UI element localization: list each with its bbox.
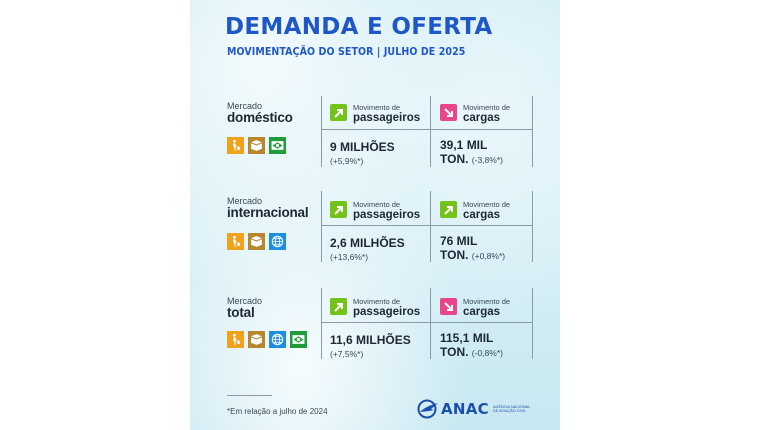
cargo-big-label: cargas (463, 112, 501, 124)
person-luggage-icon (227, 233, 244, 250)
cargo-boxes-icon (248, 137, 265, 154)
cargo-amount-line1: 115,1 MIL (440, 331, 494, 345)
divider (532, 96, 533, 167)
passengers-amount: 11,6 MILHÕES (330, 333, 411, 347)
globe-icon (269, 331, 286, 348)
passengers-amount: 9 MILHÕES (330, 140, 395, 154)
passengers-value: 9 MILHÕES (+5,9%*) (330, 140, 395, 168)
market-icons-international (227, 233, 286, 250)
market-icons-domestic (227, 137, 286, 154)
logo-tagline-line2: DE AVIAÇÃO CIVIL (492, 409, 527, 413)
market-big-label: internacional (227, 205, 309, 220)
cargo-change: (-0,8%*) (471, 348, 503, 358)
market-label-international: Mercado internacional (227, 196, 309, 220)
cargo-small-label: Movimento de (463, 200, 511, 209)
anac-emblem-icon (417, 399, 438, 419)
passengers-change: (+13,6%*) (330, 252, 369, 262)
divider (321, 129, 533, 130)
footnote-divider (227, 395, 272, 396)
person-luggage-icon (227, 331, 244, 348)
globe-icon (269, 233, 286, 250)
cargo-big-label: cargas (463, 306, 501, 318)
arrow-down-icon (440, 298, 457, 315)
page-title: DEMANDA E OFERTA (225, 14, 493, 40)
arrow-up-icon (330, 104, 347, 121)
cargo-amount-line2: TON. (440, 345, 469, 359)
market-big-label: doméstico (227, 110, 293, 125)
market-label-total: Mercado total (227, 296, 262, 319)
passengers-small-label: Movimento de (353, 200, 401, 209)
arrow-up-icon (440, 201, 457, 218)
market-small-label: Mercado (227, 296, 263, 306)
passengers-small-label: Movimento de (353, 297, 401, 306)
divider (430, 191, 431, 262)
passengers-change: (+7,5%*) (330, 349, 364, 359)
cargo-amount-line2: TON. (440, 248, 469, 262)
arrow-down-icon (440, 104, 457, 121)
passengers-change: (+5,9%*) (330, 156, 364, 166)
cargo-value: 115,1 MIL TON. (-0,8%*) (440, 331, 503, 360)
cargo-amount-line1: 39,1 MIL (440, 138, 488, 152)
market-big-label: total (227, 305, 255, 320)
passengers-big-label: passageiros (353, 209, 421, 221)
market-label-domestic: Mercado doméstico (227, 101, 293, 124)
divider (321, 225, 533, 226)
divider (430, 288, 431, 359)
divider (430, 96, 431, 167)
passengers-big-label: passageiros (353, 306, 421, 318)
page-subtitle: MOVIMENTAÇÃO DO SETOR | JULHO DE 2025 (227, 46, 466, 58)
cargo-amount-line2: TON. (440, 152, 469, 166)
anac-logo: ANAC AGÊNCIA NACIONAL DE AVIAÇÃO CIVIL (417, 399, 537, 419)
cargo-change: (+0,8%*) (471, 251, 506, 261)
cargo-small-label: Movimento de (463, 297, 511, 306)
passengers-small-label: Movimento de (353, 103, 401, 112)
market-icons-total (227, 331, 307, 348)
divider (321, 288, 322, 359)
brazil-flag-icon (269, 137, 286, 154)
market-small-label: Mercado (227, 196, 263, 206)
cargo-boxes-icon (248, 233, 265, 250)
market-small-label: Mercado (227, 101, 263, 111)
passengers-value: 2,6 MILHÕES (+13,6%*) (330, 236, 405, 264)
divider (532, 288, 533, 359)
footnote: *Em relação a julho de 2024 (227, 407, 328, 416)
logo-tagline: AGÊNCIA NACIONAL DE AVIAÇÃO CIVIL (493, 405, 537, 414)
infographic-card: DEMANDA E OFERTA MOVIMENTAÇÃO DO SETOR |… (190, 0, 560, 430)
passengers-amount: 2,6 MILHÕES (330, 236, 405, 250)
logo-tagline-line1: AGÊNCIA NACIONAL (492, 404, 531, 409)
passengers-value: 11,6 MILHÕES (+7,5%*) (330, 333, 411, 361)
divider (532, 191, 533, 262)
cargo-small-label: Movimento de (463, 103, 511, 112)
cargo-big-label: cargas (463, 209, 501, 221)
divider (321, 322, 533, 323)
divider (321, 191, 322, 262)
cargo-value: 39,1 MIL TON. (-3,8%*) (440, 138, 503, 167)
cargo-boxes-icon (248, 331, 265, 348)
passengers-big-label: passageiros (353, 112, 421, 124)
cargo-value: 76 MIL TON. (+0,8%*) (440, 234, 505, 263)
arrow-up-icon (330, 298, 347, 315)
arrow-up-icon (330, 201, 347, 218)
person-luggage-icon (227, 137, 244, 154)
logo-name: ANAC (441, 400, 489, 418)
divider (321, 96, 322, 167)
cargo-amount-line1: 76 MIL (440, 234, 478, 248)
brazil-flag-icon (290, 331, 307, 348)
cargo-change: (-3,8%*) (471, 155, 503, 165)
